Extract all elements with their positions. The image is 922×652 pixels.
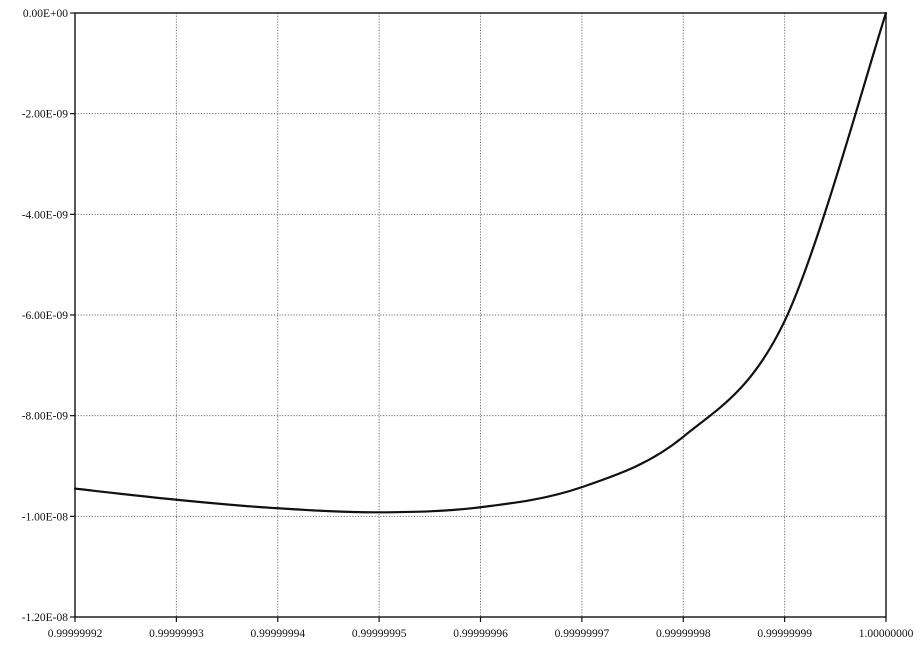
x-tick-label: 0.99999999 bbox=[757, 628, 812, 640]
x-tick-label: 0.99999994 bbox=[250, 628, 305, 640]
y-tick-label: -1.20E-08 bbox=[22, 612, 69, 624]
x-tick-label: 0.99999997 bbox=[555, 628, 610, 640]
series-line bbox=[73, 11, 888, 514]
x-tick-label: 0.99999995 bbox=[352, 628, 407, 640]
x-tick-label: 1.00000000 bbox=[859, 628, 914, 640]
tick-labels: 0.99999992 0.99999993 0.99999994 0.99999995… bbox=[22, 8, 914, 640]
y-tick-label: -2.00E-09 bbox=[22, 109, 69, 121]
x-tick-label: 0.99999993 bbox=[149, 628, 204, 640]
gridlines bbox=[75, 13, 886, 617]
x-tick-label: 0.99999992 bbox=[48, 628, 103, 640]
y-tick-label: 0.00E+00 bbox=[23, 8, 68, 20]
x-tick-label: 0.99999998 bbox=[656, 628, 711, 640]
y-tick-label: -8.00E-09 bbox=[22, 411, 69, 423]
y-tick-label: -6.00E-09 bbox=[22, 310, 69, 322]
y-tick-label: -4.00E-09 bbox=[22, 209, 69, 221]
series-layer bbox=[73, 11, 888, 514]
axes bbox=[70, 12, 887, 622]
y-tick-label: -1.00E-08 bbox=[22, 511, 69, 523]
x-tick-label: 0.99999996 bbox=[453, 628, 508, 640]
